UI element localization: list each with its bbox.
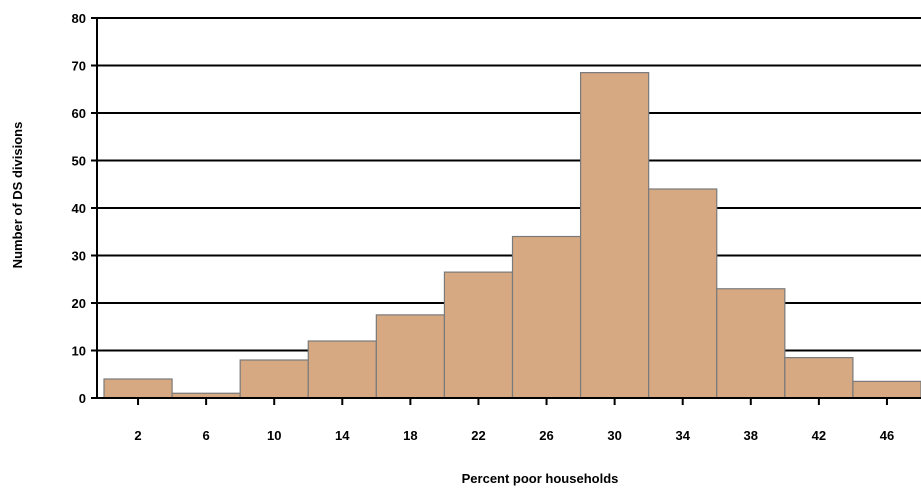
x-tick-label: 38	[744, 428, 758, 443]
x-tick-label: 46	[880, 428, 894, 443]
y-tick-label: 20	[72, 296, 86, 311]
x-tick-label: 22	[471, 428, 485, 443]
x-axis-title: Percent poor households	[462, 471, 619, 486]
x-tick-labels: 2 6 10 14 18 22 26 30 34 38 42 46	[134, 398, 894, 443]
x-tick-label: 6	[203, 428, 210, 443]
y-tick-label: 40	[72, 201, 86, 216]
bar-2	[103, 378, 173, 399]
y-tick-label: 80	[72, 11, 86, 26]
y-tick-label: 0	[79, 391, 86, 406]
x-tick-label: 30	[607, 428, 621, 443]
bar-18	[375, 314, 446, 399]
bar-42	[784, 357, 854, 399]
x-tick-label: 42	[812, 428, 826, 443]
bar-14	[307, 340, 377, 399]
y-tick-label: 30	[72, 249, 86, 264]
x-tick-label: 26	[539, 428, 553, 443]
y-tick-label: 50	[72, 154, 86, 169]
bar-34	[648, 188, 718, 399]
y-axis-title: Number of DS divisions	[10, 122, 25, 269]
bar-38	[716, 288, 786, 399]
bars	[103, 72, 921, 399]
x-tick-label: 14	[335, 428, 350, 443]
bar-22	[443, 271, 514, 399]
bar-30	[579, 72, 650, 399]
axes	[96, 18, 921, 399]
gridlines	[91, 17, 921, 399]
x-tick-label: 2	[134, 428, 141, 443]
y-tick-label: 60	[72, 106, 86, 121]
x-tick-label: 10	[267, 428, 281, 443]
bar-10	[239, 359, 309, 399]
bar-46	[852, 380, 921, 399]
x-tick-label: 18	[403, 428, 417, 443]
y-tick-label: 10	[72, 344, 86, 359]
x-tick-label: 34	[675, 428, 690, 443]
y-tick-labels: 0 10 20 30 40 50 60 70 80	[72, 11, 86, 406]
bar-26	[511, 235, 582, 399]
y-tick-label: 70	[72, 59, 86, 74]
